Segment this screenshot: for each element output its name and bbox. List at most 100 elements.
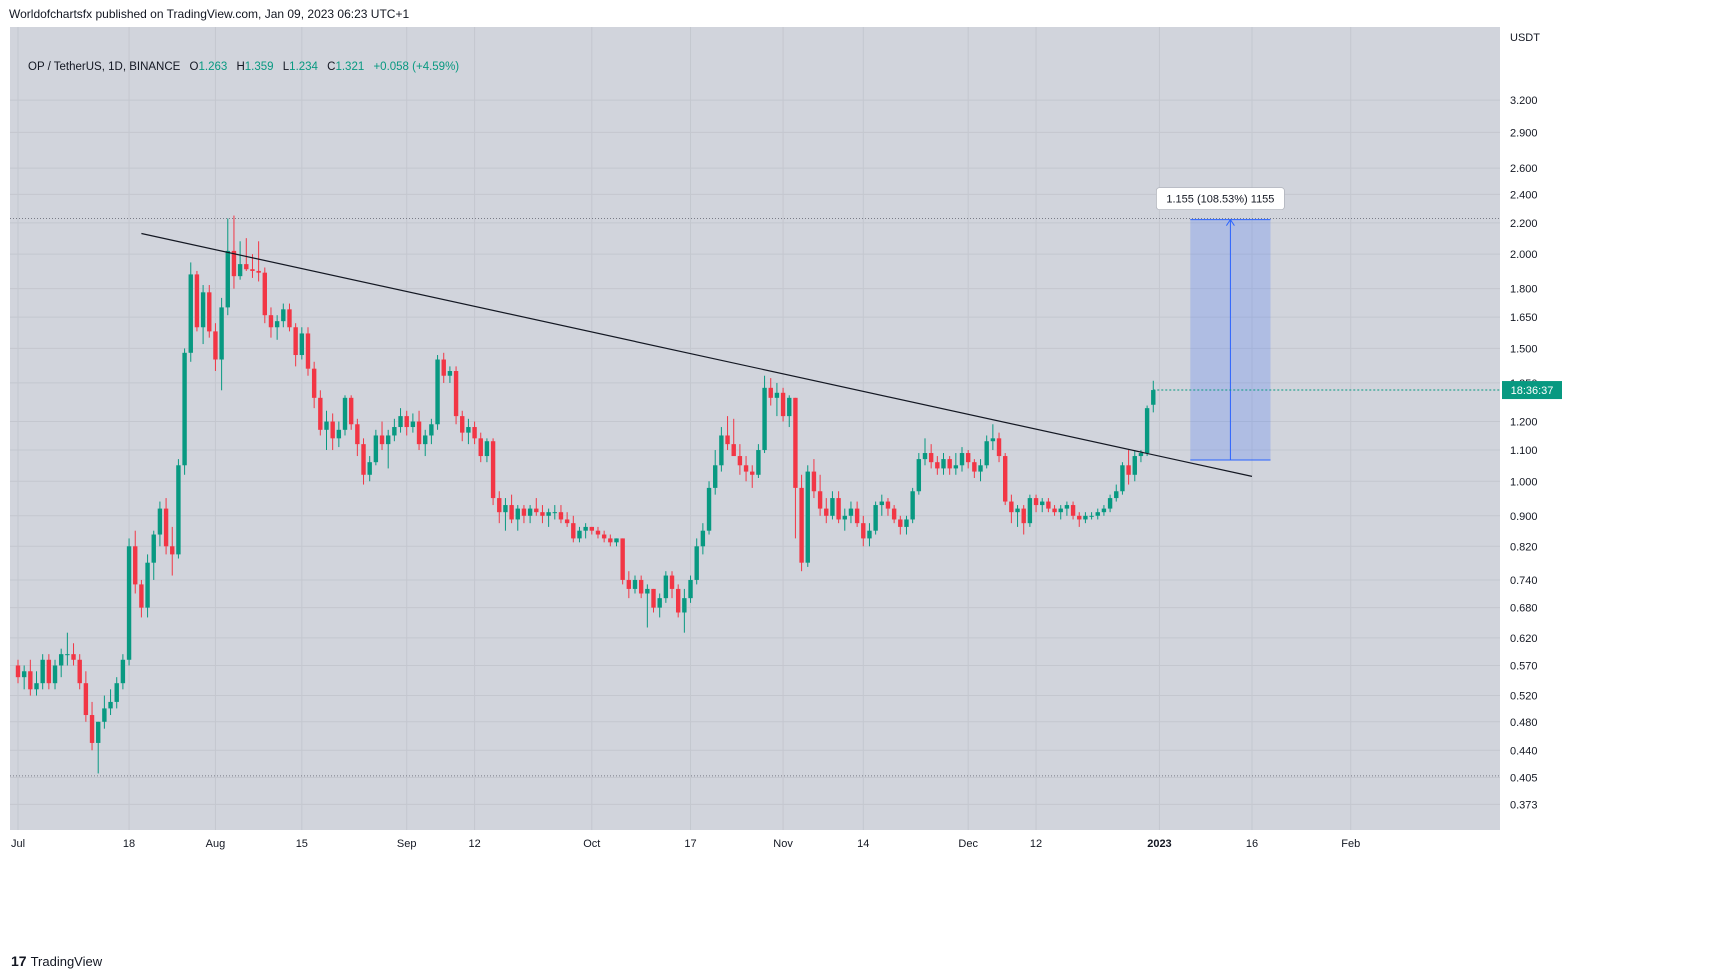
candle-body: [1003, 456, 1008, 502]
candle-body: [817, 491, 823, 509]
x-tick-label: 16: [1246, 838, 1258, 850]
candle-body: [854, 508, 860, 524]
candle-body: [651, 588, 656, 608]
close-value: 1.321: [335, 61, 365, 73]
candle-body: [935, 462, 940, 469]
candle-body: [768, 387, 773, 398]
candle-body: [861, 523, 866, 539]
candle-body: [200, 292, 206, 328]
y-tick-label: 2.900: [1510, 127, 1538, 139]
candle-body: [293, 327, 298, 356]
candle-body: [867, 530, 872, 539]
candle-body: [750, 471, 755, 475]
candle-body: [626, 579, 632, 589]
candle-body: [1120, 465, 1125, 492]
y-tick-label: 1.500: [1510, 343, 1538, 355]
candle-body: [490, 441, 496, 499]
chart-area[interactable]: 1.155 (108.53%) 1155 USDT 3.200 2.900 2.600…: [10, 27, 1650, 916]
brand-name: TradingView: [30, 953, 103, 969]
candle-body: [416, 421, 422, 445]
x-tick-label: Aug: [206, 838, 226, 850]
y-tick-label: 0.740: [1510, 575, 1538, 587]
candle-body: [1144, 408, 1150, 454]
candle-body: [675, 588, 681, 613]
candle-body: [996, 438, 1002, 457]
candle-body: [608, 538, 613, 543]
candle-body: [706, 487, 712, 531]
candle-body: [268, 315, 274, 328]
open-value: 1.263: [198, 61, 228, 73]
time-axis-panel[interactable]: [10, 830, 1650, 916]
y-tick-label: 0.520: [1510, 691, 1538, 703]
x-tick-label: 14: [857, 838, 869, 850]
candle-body: [1126, 465, 1131, 475]
candle-body: [1021, 508, 1026, 524]
candle-body: [89, 715, 95, 743]
candle-body: [460, 416, 465, 433]
candle-body: [83, 683, 89, 716]
x-tick-label: Oct: [583, 838, 600, 850]
candle-body: [756, 450, 761, 475]
candle-body: [311, 368, 317, 398]
candle-body: [1107, 498, 1113, 509]
candle-body: [1015, 508, 1020, 513]
candle-body: [194, 274, 200, 328]
candle-body: [274, 321, 280, 328]
candle-body: [21, 671, 27, 678]
candle-body: [472, 427, 477, 439]
y-tick-label: 0.900: [1510, 511, 1538, 523]
price-chart[interactable]: 1.155 (108.53%) 1155 USDT 3.200 2.900 2.600…: [10, 27, 1650, 916]
x-tick-label: Sep: [397, 838, 417, 850]
high-label: H: [236, 61, 245, 73]
symbol-name[interactable]: OP / TetherUS, 1D, BINANCE: [28, 61, 181, 73]
candle-body: [176, 465, 181, 555]
candle-body: [719, 435, 724, 466]
candle-body: [780, 392, 786, 417]
trendline: [141, 232, 1253, 477]
candle-body: [1058, 508, 1063, 513]
publish-info: Worldofchartsfx published on TradingView…: [9, 7, 410, 21]
candle-body: [694, 546, 699, 580]
candle-body: [546, 512, 551, 516]
y-tick-label: 2.200: [1510, 218, 1538, 230]
candle-body: [762, 387, 767, 451]
symbol-legend: OP / TetherUS, 1D, BINANCE O1.263 H1.359…: [28, 61, 459, 73]
change-value: +0.058 (+4.59%): [373, 61, 460, 73]
y-tick-label: 0.480: [1510, 717, 1538, 729]
candle-body: [879, 501, 884, 506]
candle-body: [848, 508, 854, 516]
candle-body: [558, 512, 564, 520]
candle-body: [657, 598, 662, 608]
candle-body: [139, 584, 144, 608]
x-tick-label: 18: [123, 838, 135, 850]
price-axis[interactable]: USDT 3.200 2.900 2.600 2.400 2.200 2.000 1.800 1…: [1502, 32, 1562, 811]
candle-body: [737, 456, 743, 466]
candle-body: [1027, 498, 1033, 524]
candle-body: [688, 579, 693, 599]
y-tick-label: 1.800: [1510, 284, 1538, 296]
candle-body: [182, 352, 187, 466]
candle-body: [1089, 515, 1094, 517]
candle-body: [361, 444, 366, 475]
y-tick-label: 0.820: [1510, 541, 1538, 553]
candle-body: [188, 274, 193, 353]
candle-body: [910, 491, 915, 520]
candle-body: [28, 671, 33, 690]
candle-body: [447, 371, 453, 376]
candle-body: [1040, 501, 1045, 506]
price-axis-panel[interactable]: [1500, 27, 1650, 830]
x-tick-label: Nov: [773, 838, 793, 850]
candle-body: [1101, 508, 1107, 513]
x-tick-label: 17: [684, 838, 696, 850]
candle-body: [1132, 456, 1137, 475]
candle-body: [318, 397, 323, 430]
tradingview-brand[interactable]: 17 TradingView: [11, 953, 102, 969]
candle-body: [1083, 515, 1088, 520]
candle-body: [305, 333, 311, 369]
candle-body: [348, 397, 354, 425]
candle-body: [120, 659, 126, 684]
candle-body: [65, 654, 70, 656]
time-axis[interactable]: Jul 18 Aug 15 Sep 12 Oct 17 Nov 14 Dec 12 2023 16 Feb: [11, 838, 1360, 850]
candle-body: [1138, 453, 1144, 457]
candle-body: [663, 575, 669, 599]
